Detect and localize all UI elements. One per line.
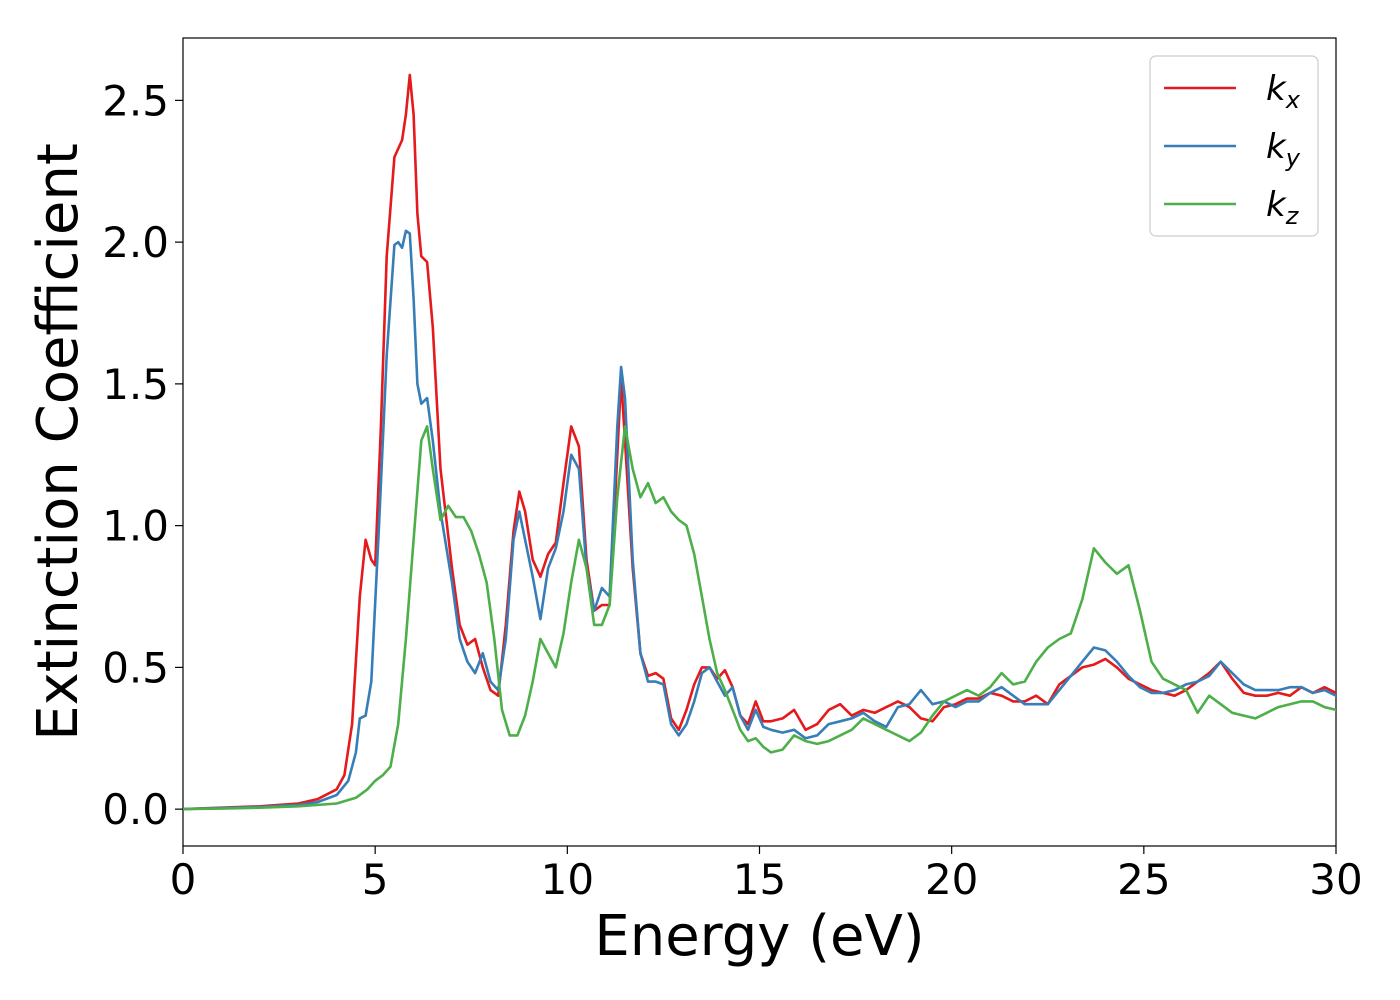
y-tick-label: 0.5 bbox=[102, 643, 169, 692]
x-tick-label: 30 bbox=[1309, 855, 1362, 904]
x-tick-label: 10 bbox=[541, 855, 594, 904]
legend-label-kx: kx bbox=[1266, 69, 1301, 114]
x-tick-label: 5 bbox=[362, 855, 389, 904]
x-axis-title: Energy (eV) bbox=[594, 904, 924, 969]
x-tick-label: 0 bbox=[170, 855, 197, 904]
y-tick-label: 2.5 bbox=[102, 76, 169, 125]
y-axis-ticks: 0.0 0.5 1.0 1.5 2.0 2.5 bbox=[102, 76, 183, 834]
y-axis-title: Extinction Coefficient bbox=[26, 143, 91, 741]
y-tick-label: 1.5 bbox=[102, 360, 169, 409]
legend-label-kz: kz bbox=[1266, 185, 1300, 230]
legend: kx ky kz bbox=[1149, 55, 1319, 237]
y-tick-label: 2.0 bbox=[102, 218, 169, 267]
series-line-kz bbox=[183, 425, 1336, 811]
y-tick-label: 1.0 bbox=[102, 502, 169, 551]
x-axis-ticks: 0 5 10 15 20 25 30 bbox=[170, 846, 1363, 904]
legend-label-ky: ky bbox=[1266, 127, 1301, 172]
series-line-ky bbox=[183, 229, 1336, 811]
y-tick-label: 0.0 bbox=[102, 785, 169, 834]
series-layer bbox=[183, 73, 1336, 811]
x-tick-label: 25 bbox=[1117, 855, 1170, 904]
series-line-kx bbox=[183, 73, 1336, 811]
x-tick-label: 15 bbox=[733, 855, 786, 904]
x-tick-label: 20 bbox=[925, 855, 978, 904]
